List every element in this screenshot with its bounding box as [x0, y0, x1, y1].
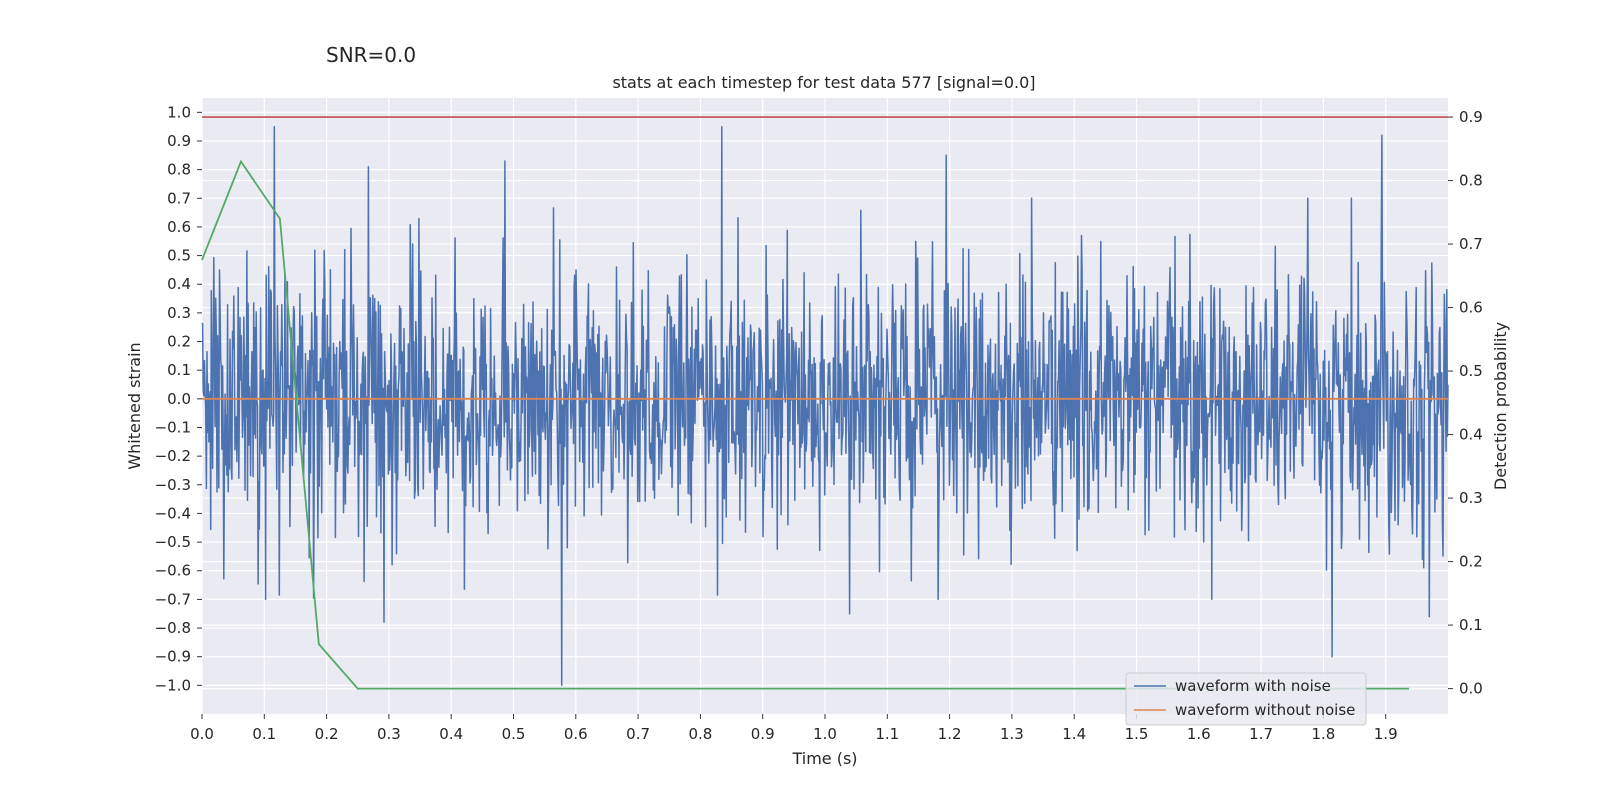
- y-right-tick-label: 0.9: [1459, 108, 1483, 126]
- x-tick-label: 0.4: [439, 725, 463, 743]
- legend-box: [1125, 672, 1367, 726]
- x-tick-label: 0.3: [377, 725, 401, 743]
- y-left-tick-label: −0.8: [155, 619, 191, 637]
- y-right-tick-label: 0.1: [1459, 616, 1483, 634]
- x-tick-label: 1.4: [1062, 725, 1086, 743]
- x-tick-label: 1.6: [1187, 725, 1211, 743]
- legend: waveform with noise waveform without noi…: [1125, 672, 1367, 726]
- y-left-tick-label: −0.6: [155, 562, 191, 580]
- y-left-tick-label: 0.5: [167, 247, 191, 265]
- x-tick-label: 0.9: [751, 725, 775, 743]
- y-axis-label-left: Whitened strain: [125, 342, 144, 469]
- series-detection-probability: [201, 159, 1410, 690]
- y-left-tick-label: −0.1: [155, 418, 191, 436]
- x-tick-label: 0.8: [688, 725, 712, 743]
- y-right-tick-label: 0.0: [1459, 680, 1483, 698]
- x-tick-label: 0.1: [252, 725, 276, 743]
- y-left-tick-label: −0.3: [155, 476, 191, 494]
- x-tick-label: 1.8: [1311, 725, 1335, 743]
- y-left-tick-label: 0.0: [167, 390, 191, 408]
- y-left-tick-label: −0.4: [155, 504, 191, 522]
- y-right-tick-label: 0.6: [1459, 299, 1483, 317]
- y-left-tick-label: 1.0: [167, 103, 191, 121]
- y-left-tick-label: −0.9: [155, 648, 191, 666]
- x-axis-label: Time (s): [791, 749, 857, 768]
- suptitle: SNR=0.0: [326, 43, 416, 67]
- y-left-tick-label: −1.0: [155, 676, 191, 694]
- legend-label-clean: waveform without noise: [1175, 701, 1355, 719]
- x-tick-label: 0.6: [564, 725, 588, 743]
- x-tick-label: 1.9: [1374, 725, 1398, 743]
- y-axis-label-right: Detection probability: [1491, 322, 1510, 490]
- y-left-tick-label: 0.2: [167, 333, 191, 351]
- x-tick-label: 1.7: [1249, 725, 1273, 743]
- y-left-tick-label: 0.3: [167, 304, 191, 322]
- x-tick-label: 1.2: [938, 725, 962, 743]
- x-tick-label: 0.7: [626, 725, 650, 743]
- y-right-tick-label: 0.4: [1459, 426, 1483, 444]
- y-left-tick-label: 0.9: [167, 132, 191, 150]
- ticks: 0.0 0.1 0.2 0.3 0.4 0.5 0.6 0.7 0.8 0.9 1.0 1.1 1.2 1…: [155, 103, 1483, 743]
- y-left-tick-label: −0.7: [155, 590, 191, 608]
- x-tick-label: 0.0: [190, 725, 214, 743]
- y-left-tick-label: 0.4: [167, 275, 191, 293]
- y-right-tick-label: 0.3: [1459, 489, 1483, 507]
- y-right-tick-label: 0.8: [1459, 172, 1483, 190]
- series-layer: [201, 116, 1449, 690]
- x-tick-label: 0.5: [502, 725, 526, 743]
- series-waveform-with-noise: [201, 125, 1449, 687]
- y-right-tick-label: 0.7: [1459, 235, 1483, 253]
- x-tick-label: 1.0: [813, 725, 837, 743]
- y-left-tick-label: 0.8: [167, 161, 191, 179]
- x-tick-label: 1.1: [875, 725, 899, 743]
- y-right-tick-label: 0.2: [1459, 553, 1483, 571]
- y-left-tick-label: 0.7: [167, 189, 191, 207]
- y-left-tick-label: −0.5: [155, 533, 191, 551]
- x-tick-label: 1.5: [1125, 725, 1149, 743]
- x-tick-label: 0.2: [315, 725, 339, 743]
- y-right-tick-label: 0.5: [1459, 362, 1483, 380]
- y-left-tick-label: 0.6: [167, 218, 191, 236]
- y-left-tick-label: 0.1: [167, 361, 191, 379]
- chart-title: stats at each timestep for test data 577…: [612, 73, 1035, 92]
- x-tick-label: 1.3: [1000, 725, 1024, 743]
- legend-label-noise: waveform with noise: [1175, 677, 1331, 695]
- y-left-tick-label: −0.2: [155, 447, 191, 465]
